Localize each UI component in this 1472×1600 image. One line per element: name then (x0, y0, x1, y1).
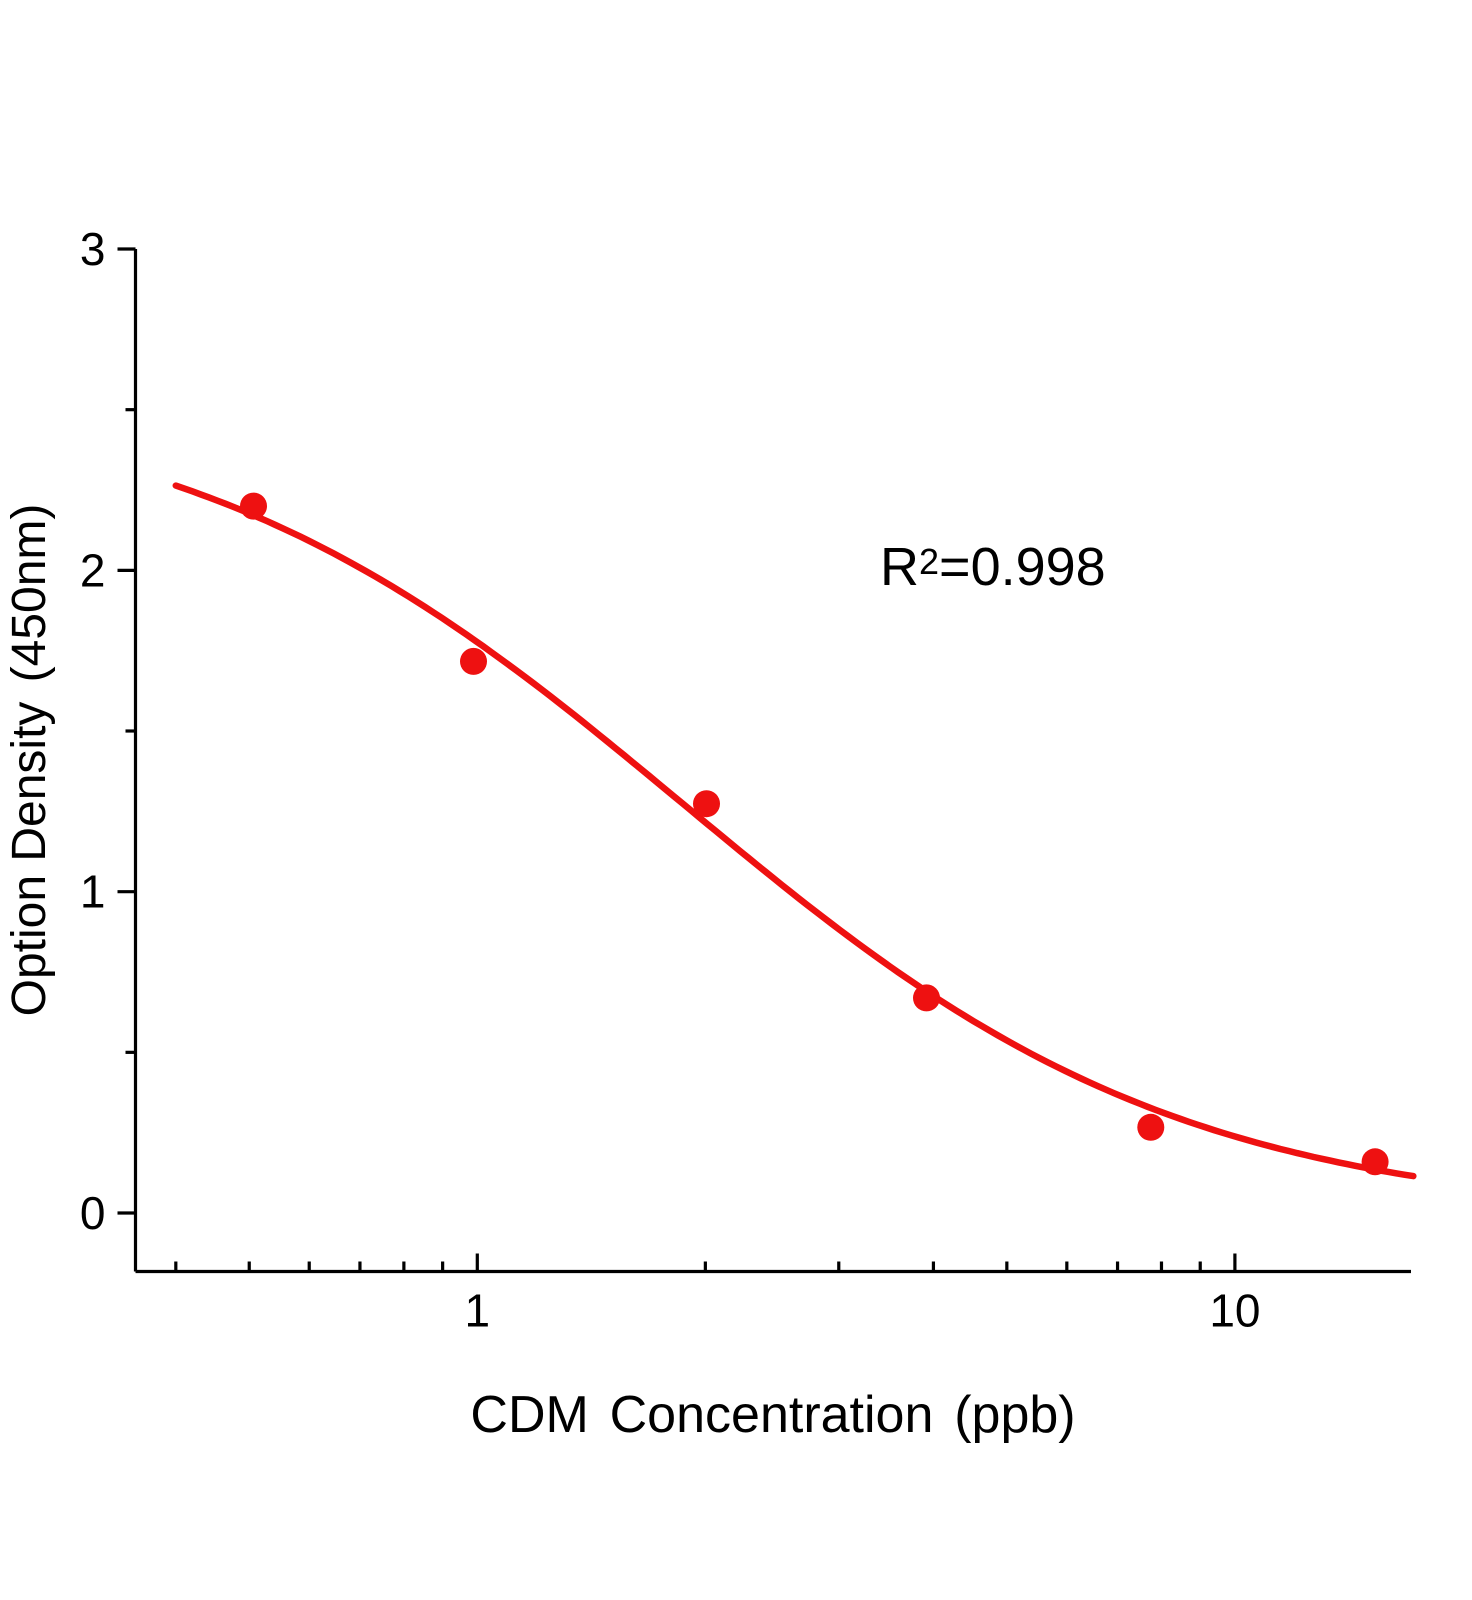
svg-text:1: 1 (465, 1285, 491, 1337)
svg-text:3: 3 (80, 223, 106, 275)
svg-text:2: 2 (80, 544, 106, 596)
svg-text:10: 10 (1209, 1285, 1260, 1337)
svg-text:1: 1 (80, 866, 106, 918)
svg-text:0: 0 (80, 1187, 106, 1239)
svg-text:R2=0.998: R2=0.998 (880, 537, 1106, 597)
svg-text:Option Density (450nm): Option Density (450nm) (3, 504, 56, 1017)
svg-text:CDM Concentration (ppb): CDM Concentration (ppb) (470, 1386, 1075, 1444)
